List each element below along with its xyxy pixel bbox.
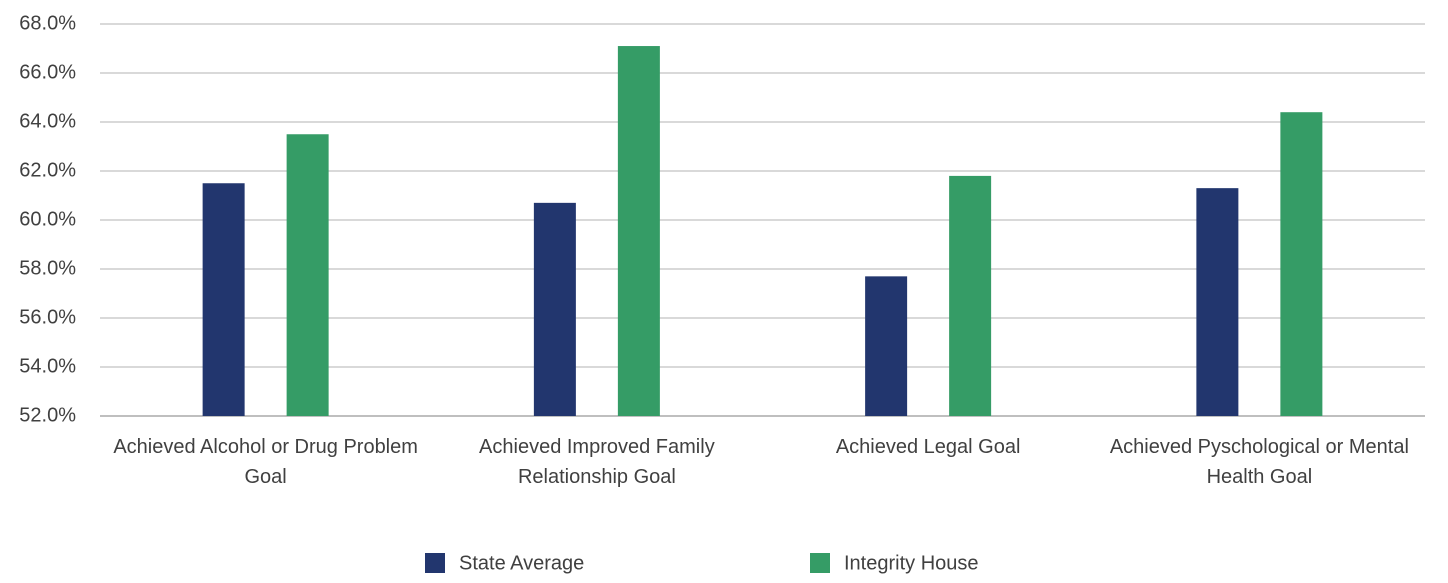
y-tick-label: 62.0% — [19, 159, 76, 181]
x-tick-label: Achieved Improved Family Relationship Go… — [479, 436, 715, 488]
y-tick-label: 60.0% — [19, 208, 76, 230]
x-tick-label: Achieved Legal Goal — [835, 436, 1021, 458]
bar — [949, 175, 992, 416]
y-tick-label: 54.0% — [19, 355, 76, 377]
y-tick-label: 66.0% — [19, 61, 76, 83]
x-tick-label: Achieved Pyschological or Mental Health … — [1109, 436, 1409, 488]
legend-swatch — [810, 553, 830, 573]
bar — [617, 46, 660, 417]
bar — [202, 183, 245, 416]
y-tick-label: 68.0% — [19, 12, 76, 34]
bar — [1196, 188, 1239, 416]
bar — [865, 276, 908, 416]
bar — [1280, 112, 1323, 416]
y-tick-label: 56.0% — [19, 306, 76, 328]
bar — [533, 202, 576, 416]
legend-swatch — [425, 553, 445, 573]
y-tick-label: 52.0% — [19, 404, 76, 426]
legend-label: State Average — [459, 552, 584, 574]
y-tick-label: 58.0% — [19, 257, 76, 279]
legend-label: Integrity House — [844, 552, 979, 574]
y-tick-label: 64.0% — [19, 110, 76, 132]
x-tick-label: Achieved Alcohol or Drug Problem Goal — [113, 436, 418, 488]
bar — [286, 134, 329, 416]
